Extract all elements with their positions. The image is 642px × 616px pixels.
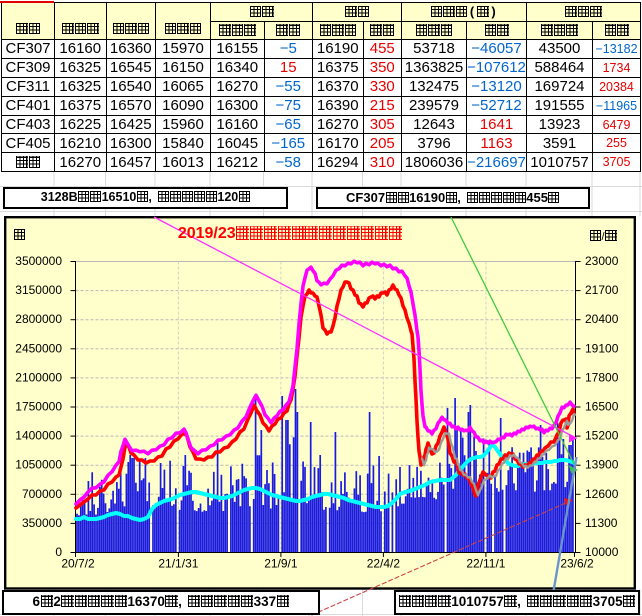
svg-text:16500: 16500 xyxy=(585,400,619,414)
svg-text:2800000: 2800000 xyxy=(15,312,62,326)
svg-text:3500000: 3500000 xyxy=(15,254,62,268)
svg-text:1050000: 1050000 xyxy=(15,458,62,472)
svg-text:2450000: 2450000 xyxy=(15,341,62,355)
svg-text:13900: 13900 xyxy=(585,458,619,472)
svg-text:17800: 17800 xyxy=(585,370,619,384)
svg-text:11300: 11300 xyxy=(585,516,618,530)
svg-text:0: 0 xyxy=(55,545,62,559)
svg-text:21/1/31: 21/1/31 xyxy=(158,557,198,571)
svg-text:10000: 10000 xyxy=(585,545,619,559)
svg-text:20400: 20400 xyxy=(585,312,619,326)
svg-text:3150000: 3150000 xyxy=(15,283,62,297)
svg-text:19100: 19100 xyxy=(585,341,619,355)
svg-text:350000: 350000 xyxy=(22,516,62,530)
svg-text:23/6/2: 23/6/2 xyxy=(560,557,594,571)
svg-text:21700: 21700 xyxy=(585,283,619,297)
svg-text:2100000: 2100000 xyxy=(15,370,62,384)
svg-text:21/9/1: 21/9/1 xyxy=(264,557,298,571)
svg-text:23000: 23000 xyxy=(585,254,619,268)
svg-text:12600: 12600 xyxy=(585,487,619,501)
svg-text:15200: 15200 xyxy=(585,429,619,443)
svg-text:700000: 700000 xyxy=(22,487,62,501)
svg-text:22/4/2: 22/4/2 xyxy=(367,557,401,571)
svg-text:20/7/2: 20/7/2 xyxy=(61,557,95,571)
svg-text:1750000: 1750000 xyxy=(15,400,62,414)
svg-text:22/11/1: 22/11/1 xyxy=(466,557,505,571)
svg-text:1400000: 1400000 xyxy=(15,429,62,443)
